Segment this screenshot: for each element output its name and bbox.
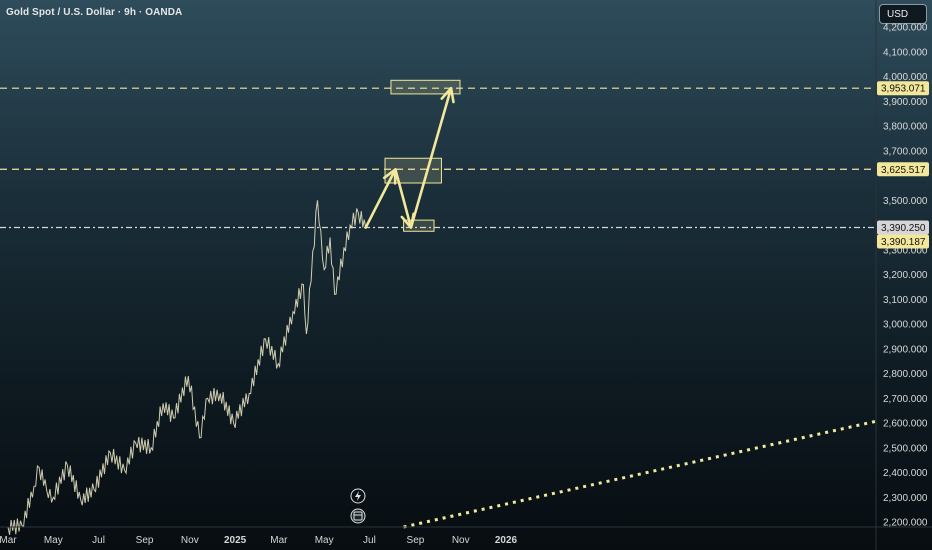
price-badge-bg <box>877 81 929 96</box>
y-tick-label: 2,700.000 <box>883 394 928 405</box>
x-tick-label: 2026 <box>495 535 518 546</box>
trendline <box>403 419 877 529</box>
y-tick-label: 3,700.000 <box>883 146 928 157</box>
price-badge: 3,953.071 <box>881 84 926 95</box>
x-tick-label: Mar <box>0 535 17 546</box>
x-tick-label: Nov <box>181 535 199 546</box>
x-tick-label: Jul <box>363 535 376 546</box>
price-badge: 3,390.187 <box>881 237 926 248</box>
arrow-head-3 <box>440 86 455 104</box>
y-tick-label: 3,000.000 <box>883 320 928 331</box>
currency-button[interactable]: USD <box>879 4 927 24</box>
y-tick-label: 2,400.000 <box>883 468 928 479</box>
x-tick-label: Sep <box>136 535 154 546</box>
x-tick-label: May <box>44 535 63 546</box>
price-zone-3 <box>403 219 435 232</box>
chart-icons <box>350 488 366 524</box>
price-badge-bg <box>877 162 929 177</box>
price-series <box>7 200 367 535</box>
y-tick-label: 3,900.000 <box>883 97 928 108</box>
x-tick-label: 2025 <box>224 535 247 546</box>
y-tick-label: 4,200.000 <box>883 23 928 34</box>
y-tick-label: 4,000.000 <box>883 72 928 83</box>
x-tick-label: Jul <box>92 535 105 546</box>
arrow-head-2 <box>400 212 415 229</box>
chart-title: Gold Spot / U.S. Dollar · 9h · OANDA <box>6 7 183 18</box>
price-zone-2 <box>384 157 442 184</box>
x-tick-label: Sep <box>407 535 425 546</box>
y-tick-label: 2,300.000 <box>883 493 928 504</box>
projection-arrows <box>364 86 455 229</box>
price-zones <box>384 79 461 232</box>
y-tick-label: 3,100.000 <box>883 295 928 306</box>
y-tick-label: 2,200.000 <box>883 518 928 529</box>
price-axis: 2,200.000 2,300.000 2,400.000 2,500.000 2,60… <box>877 23 929 529</box>
time-axis: Mar May Jul Sep Nov 2025 Mar May Jul Sep Nov 2026 <box>0 535 518 546</box>
y-tick-label: 3,800.000 <box>883 122 928 133</box>
x-tick-label: May <box>315 535 334 546</box>
y-tick-label: 3,500.000 <box>883 196 928 207</box>
horizontal-levels <box>0 87 876 229</box>
price-badge-bg <box>877 234 929 249</box>
projection-path <box>364 86 453 229</box>
price-badge: 3,625.517 <box>881 165 926 176</box>
y-tick-label: 2,800.000 <box>883 369 928 380</box>
y-tick-label: 2,500.000 <box>883 443 928 454</box>
y-tick-label: 2,900.000 <box>883 344 928 355</box>
x-tick-label: Mar <box>270 535 288 546</box>
price-line-1 <box>7 200 367 535</box>
y-tick-label: 2,600.000 <box>883 419 928 430</box>
price-badge-bg <box>877 220 929 235</box>
y-tick-label: 3,200.000 <box>883 270 928 281</box>
price-badge: 3,390.250 <box>881 223 926 234</box>
price-zone-1 <box>390 79 461 95</box>
y-tick-label: 3,300.000 <box>883 245 928 256</box>
arrow-head-1 <box>382 168 397 185</box>
event-icon[interactable] <box>350 508 366 524</box>
lightning-icon[interactable] <box>350 488 366 504</box>
y-tick-label: 4,100.000 <box>883 47 928 58</box>
dotted-trendline <box>403 419 877 529</box>
x-tick-label: Nov <box>452 535 470 546</box>
